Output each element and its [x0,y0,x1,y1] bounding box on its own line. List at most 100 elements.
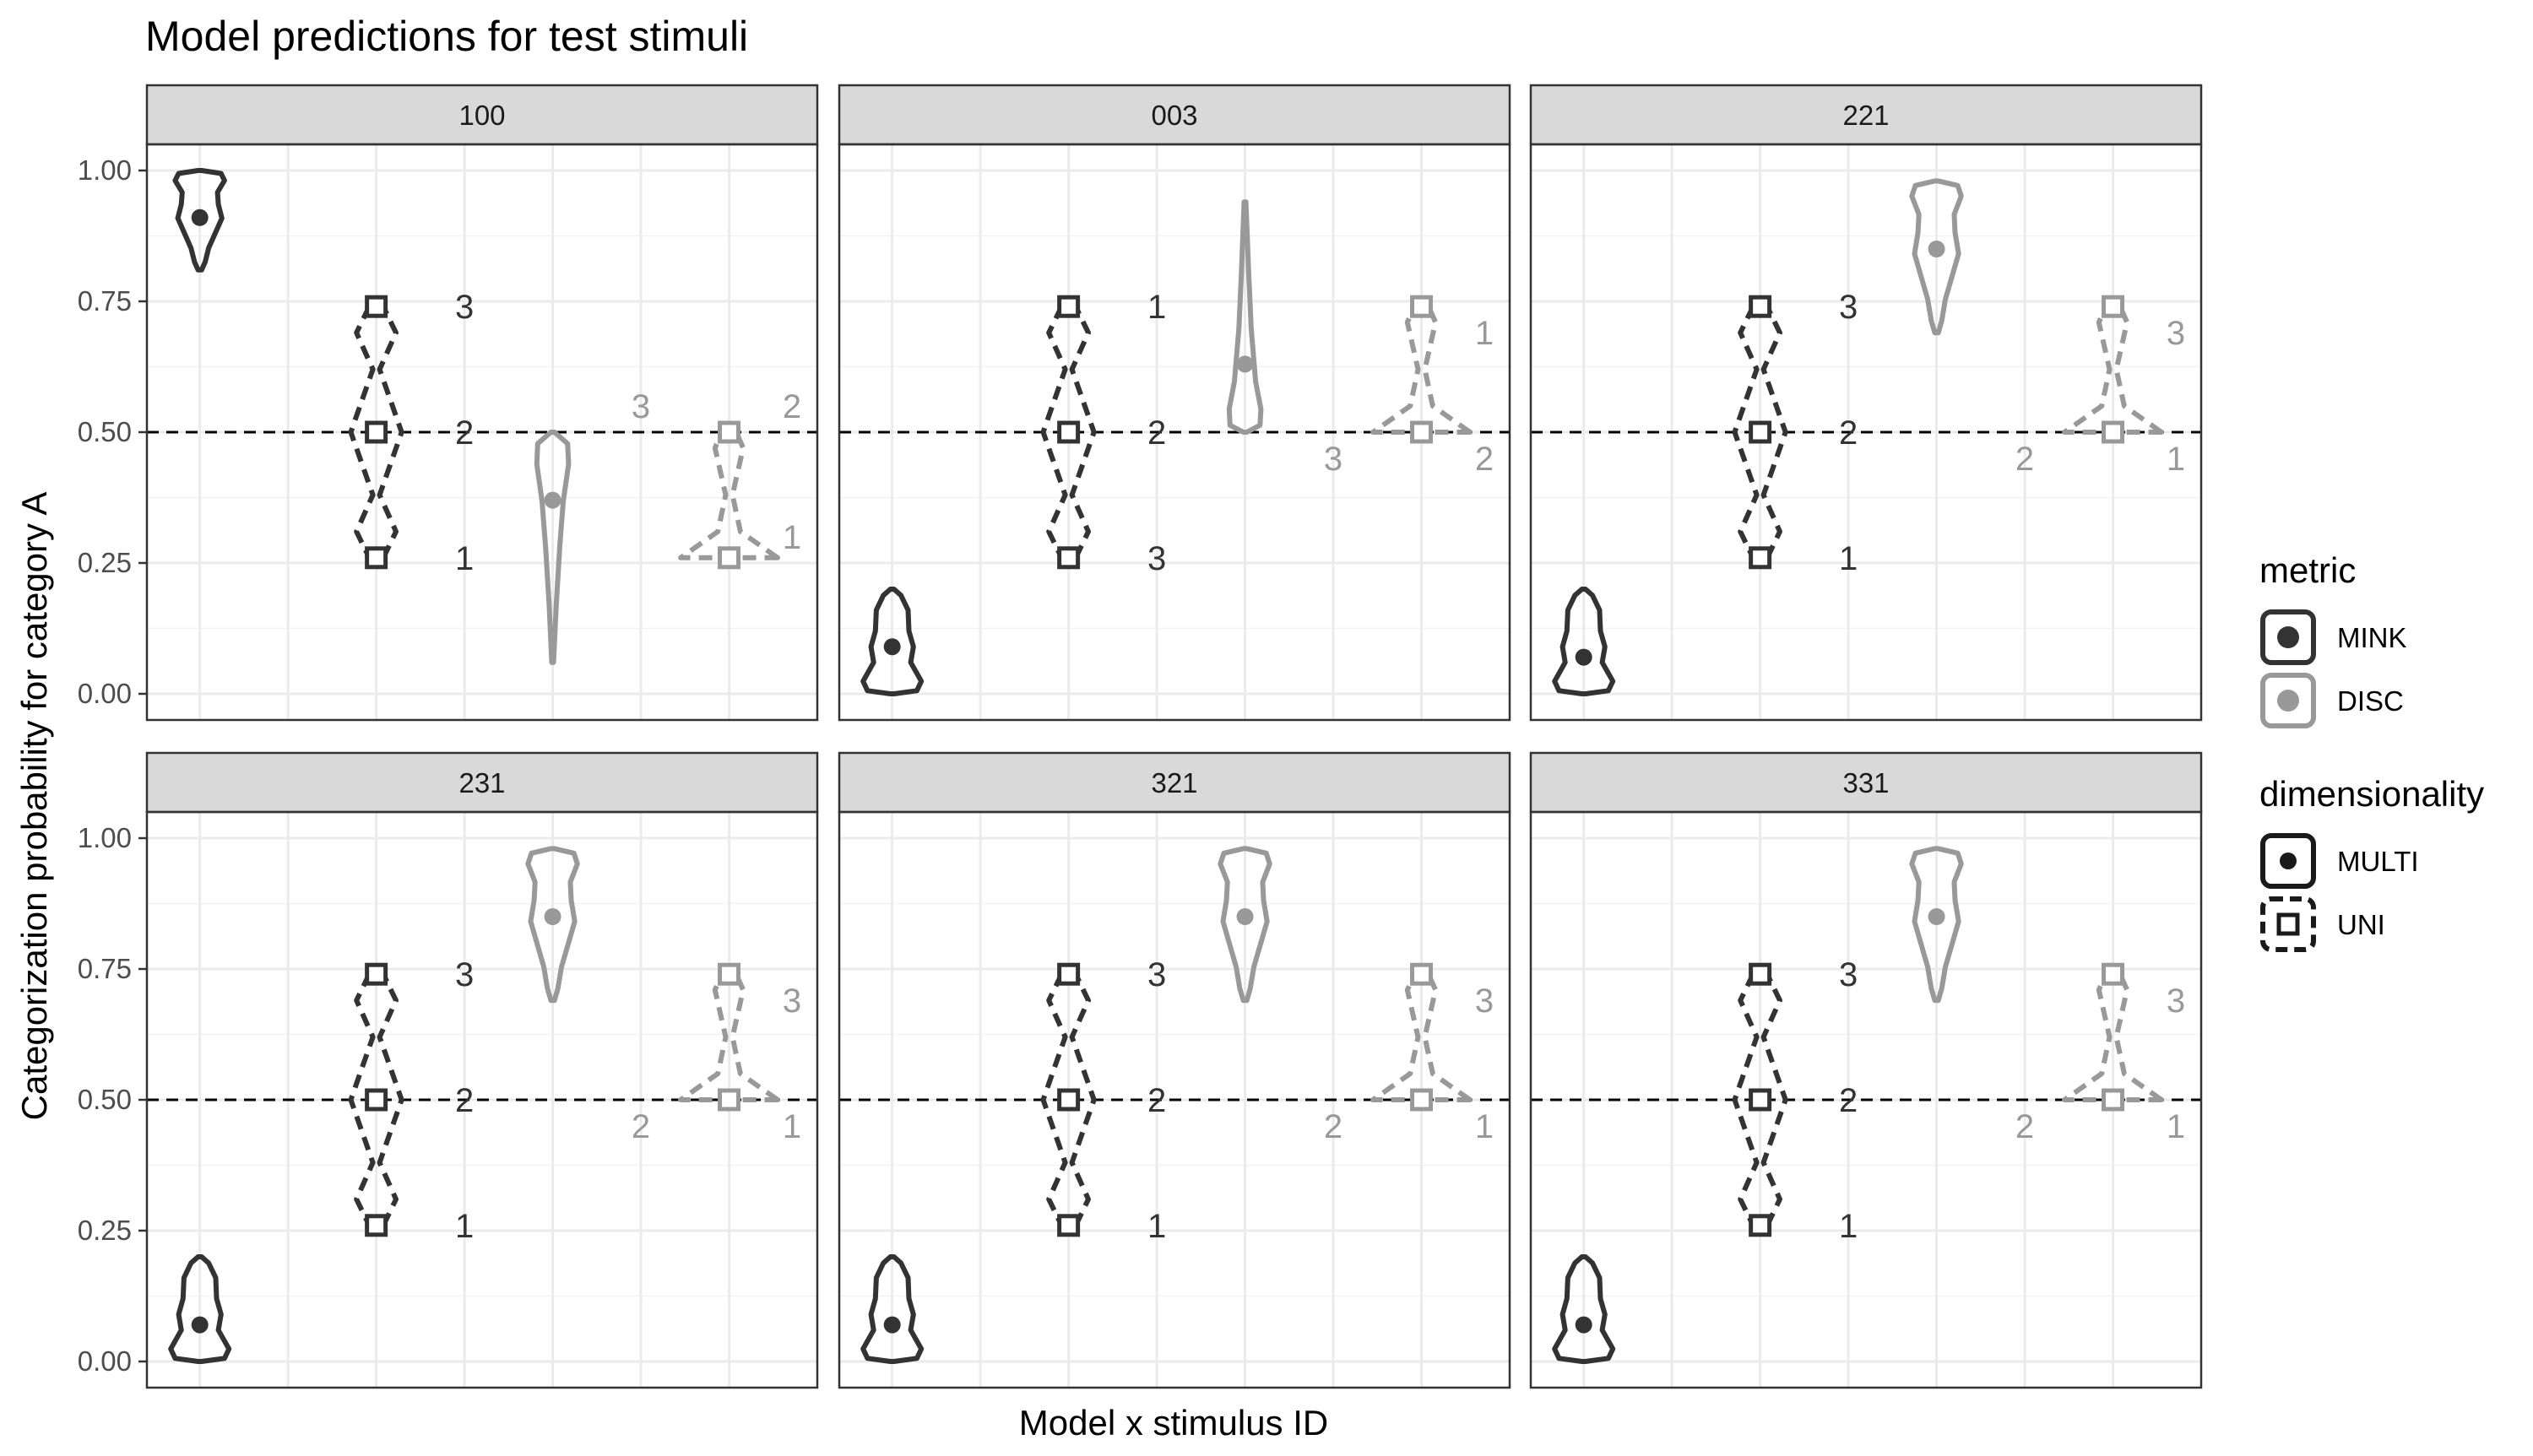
violin-outline [1909,846,1964,1004]
violin-outline [1226,199,1264,435]
facet-panel-331: 331 1 2 3 2 1 3 [1529,751,2203,1389]
legend-label: MULTI [2337,846,2419,877]
data-point [1410,420,1434,444]
legend-entry-disc: DISC [2260,673,2404,728]
legend-label: DISC [2337,685,2404,717]
mean-point [191,208,209,226]
violin-outline [860,1254,925,1364]
data-point [1057,546,1081,570]
legend-label: MINK [2337,622,2407,653]
data-point [1410,962,1434,986]
facet-strip-label: 221 [1842,100,1889,131]
group-disc-multi [534,430,572,665]
legend-entry-multi: MULTI [2260,833,2419,889]
y-tick-label: 0.75 [78,953,132,984]
facet-panel-231: 231 0.00 0.25 0.50 0.75 1.00 1 2 3 2 1 3 [78,751,819,1389]
point-label: 2 [1475,441,1494,478]
point-label: 2 [455,414,474,452]
point-label: 1 [783,519,801,556]
group-disc-uni: 3 2 1 [1324,295,1494,478]
violin-outline [525,846,580,1004]
group-disc-uni: 2 1 3 [632,962,801,1145]
data-point [1749,1088,1772,1112]
y-tick-label: 0.50 [78,1084,132,1115]
group-mink-multi [860,1254,925,1364]
facet-strip [1529,84,2203,146]
data-point [1057,295,1081,318]
data-point [718,962,741,986]
chart-title: Model predictions for test stimuli [145,13,748,60]
facet-strip-label: 100 [458,100,505,131]
point-label: 3 [1147,956,1166,993]
point-label: 1 [2167,1108,2185,1145]
facet-panel-003: 003 3 2 1 3 2 1 [838,84,1511,722]
data-point [1749,962,1772,986]
data-point [1410,295,1434,318]
point-label: 3 [2167,315,2185,352]
data-point [365,295,388,318]
mean-point [1928,241,1945,257]
data-point [718,546,741,570]
group-mink-multi [1552,587,1616,696]
data-point [365,962,388,986]
data-point [718,420,741,444]
legend: metric MINK DISC dimensionality MULTI UNI [2259,550,2484,952]
point-label: 2 [1324,1108,1342,1145]
data-point [1410,1088,1434,1112]
data-point [365,1088,388,1112]
mean-point [1236,355,1254,373]
legend-key-point [2277,626,2299,648]
legend-title: metric [2259,550,2356,590]
point-label: 3 [1475,982,1494,1020]
mean-point [883,638,901,656]
point-label: 1 [2167,441,2185,478]
violin-outline [172,168,227,273]
y-tick-label: 0.00 [78,678,132,709]
legend-title: dimensionality [2259,774,2484,814]
mean-point [1236,908,1254,925]
panel-border [145,810,819,1389]
point-label: 1 [1147,289,1166,326]
panel-border [1529,143,2203,722]
data-point [1057,962,1081,986]
facet-strip [838,84,1511,146]
group-disc-uni: 2 1 3 [2015,962,2185,1145]
group-disc-multi [525,846,580,1004]
panel-border [1529,810,2203,1389]
point-label: 3 [1839,289,1858,326]
group-mink-uni: 1 2 3 [348,956,474,1245]
point-label: 1 [1475,315,1494,352]
point-label: 3 [455,289,474,326]
x-axis-title: Model x stimulus ID [1019,1403,1328,1442]
data-point [1749,1214,1772,1237]
mean-point [544,908,561,925]
panel-border [145,143,819,722]
y-tick-label: 0.50 [78,416,132,447]
data-point [2102,420,2125,444]
group-disc-multi [1909,846,1964,1004]
point-label: 2 [1147,1082,1166,1119]
point-label: 3 [455,956,474,993]
legend-entry-mink: MINK [2260,609,2407,665]
point-label: 3 [1839,956,1858,993]
data-point [1057,420,1081,444]
y-axis-title: Categorization probability for category … [14,492,54,1121]
data-point [365,1214,388,1237]
point-label: 2 [455,1082,474,1119]
point-label: 3 [1147,540,1166,577]
mean-point [1928,908,1945,925]
point-label: 1 [455,540,474,577]
group-disc-multi [1909,178,1964,336]
data-point [718,1088,741,1112]
violin-outline [168,1254,232,1364]
legend-label: UNI [2337,909,2385,940]
facet-strip-label: 331 [1842,767,1889,798]
mean-point [191,1316,209,1334]
mean-point [883,1316,901,1334]
panel-border [838,810,1511,1389]
y-tick-label: 0.25 [78,1215,132,1246]
group-disc-uni: 2 1 3 [1324,962,1494,1145]
